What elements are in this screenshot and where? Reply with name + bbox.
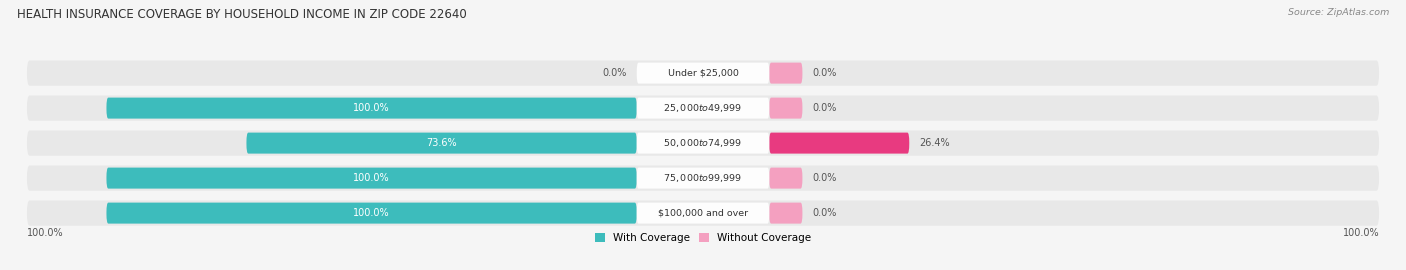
Text: 0.0%: 0.0% — [813, 173, 837, 183]
FancyBboxPatch shape — [769, 202, 803, 224]
Text: 0.0%: 0.0% — [813, 103, 837, 113]
Text: 73.6%: 73.6% — [426, 138, 457, 148]
Text: $100,000 and over: $100,000 and over — [658, 209, 748, 218]
Legend: With Coverage, Without Coverage: With Coverage, Without Coverage — [591, 229, 815, 248]
Text: 0.0%: 0.0% — [602, 68, 627, 78]
FancyBboxPatch shape — [769, 133, 910, 154]
Text: 100.0%: 100.0% — [353, 173, 389, 183]
Text: 100.0%: 100.0% — [353, 208, 389, 218]
FancyBboxPatch shape — [27, 130, 1379, 156]
FancyBboxPatch shape — [637, 202, 769, 224]
Text: $75,000 to $99,999: $75,000 to $99,999 — [664, 172, 742, 184]
FancyBboxPatch shape — [27, 60, 1379, 86]
FancyBboxPatch shape — [637, 168, 769, 189]
Text: $50,000 to $74,999: $50,000 to $74,999 — [664, 137, 742, 149]
FancyBboxPatch shape — [769, 168, 803, 189]
Text: $25,000 to $49,999: $25,000 to $49,999 — [664, 102, 742, 114]
FancyBboxPatch shape — [637, 133, 769, 154]
FancyBboxPatch shape — [107, 202, 637, 224]
FancyBboxPatch shape — [27, 166, 1379, 191]
FancyBboxPatch shape — [637, 63, 769, 84]
Text: 100.0%: 100.0% — [1343, 228, 1379, 238]
FancyBboxPatch shape — [769, 63, 803, 84]
Text: 100.0%: 100.0% — [27, 228, 63, 238]
FancyBboxPatch shape — [27, 201, 1379, 226]
Text: 0.0%: 0.0% — [813, 68, 837, 78]
Text: HEALTH INSURANCE COVERAGE BY HOUSEHOLD INCOME IN ZIP CODE 22640: HEALTH INSURANCE COVERAGE BY HOUSEHOLD I… — [17, 8, 467, 21]
FancyBboxPatch shape — [769, 97, 803, 119]
Text: Under $25,000: Under $25,000 — [668, 69, 738, 77]
FancyBboxPatch shape — [107, 168, 637, 189]
Text: 26.4%: 26.4% — [920, 138, 950, 148]
FancyBboxPatch shape — [27, 96, 1379, 121]
Text: Source: ZipAtlas.com: Source: ZipAtlas.com — [1288, 8, 1389, 17]
FancyBboxPatch shape — [246, 133, 637, 154]
FancyBboxPatch shape — [107, 97, 637, 119]
FancyBboxPatch shape — [637, 97, 769, 119]
Text: 0.0%: 0.0% — [813, 208, 837, 218]
Text: 100.0%: 100.0% — [353, 103, 389, 113]
